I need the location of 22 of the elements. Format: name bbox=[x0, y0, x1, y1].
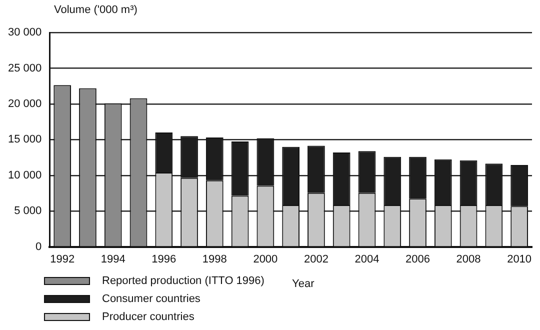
x-tick-label: 1994 bbox=[100, 253, 126, 266]
x-tick-label: 2002 bbox=[304, 253, 328, 266]
x-tick-label: 2000 bbox=[253, 253, 278, 266]
y-tick-label: 30 000 bbox=[8, 26, 42, 39]
legend-label: Reported production (ITTO 1996) bbox=[102, 275, 264, 287]
y-tick-label: 10 000 bbox=[8, 169, 42, 182]
x-tick-label: 1998 bbox=[202, 253, 227, 266]
y-tick-label: 25 000 bbox=[8, 62, 42, 74]
legend-label: Consumer countries bbox=[102, 293, 200, 305]
y-tick-label: 20 000 bbox=[8, 98, 42, 110]
y-tick-label: 5 000 bbox=[14, 205, 42, 218]
legend-label: Producer countries bbox=[102, 311, 194, 323]
y-axis-title: Volume ('000 m³) bbox=[54, 4, 138, 16]
x-tick-label: 1996 bbox=[152, 253, 176, 266]
x-tick-label: 2004 bbox=[354, 253, 380, 266]
x-axis-title: Year bbox=[292, 278, 314, 290]
x-tick-label: 2010 bbox=[507, 253, 532, 266]
y-tick-label: 15 000 bbox=[8, 134, 42, 146]
x-tick-label: 2006 bbox=[406, 253, 430, 266]
y-tick-label: 0 bbox=[36, 240, 42, 253]
x-tick-label: 2008 bbox=[456, 253, 481, 266]
x-tick-label: 1992 bbox=[50, 253, 75, 266]
